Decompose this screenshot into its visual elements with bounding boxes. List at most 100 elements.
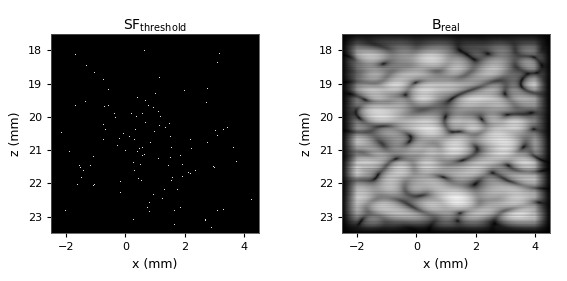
Y-axis label: z (mm): z (mm): [301, 111, 313, 156]
Point: [210, 127, 219, 132]
Point: [73, 182, 82, 186]
Point: [202, 140, 211, 145]
Point: [166, 134, 175, 139]
Point: [126, 111, 136, 115]
Point: [153, 109, 162, 113]
Point: [155, 123, 164, 128]
Point: [202, 86, 211, 90]
Point: [184, 170, 193, 174]
Point: [56, 130, 65, 134]
Point: [164, 121, 173, 126]
Point: [130, 137, 139, 141]
Point: [89, 70, 98, 74]
Point: [60, 208, 69, 212]
Point: [116, 179, 125, 183]
Point: [167, 145, 176, 149]
Point: [88, 183, 98, 187]
Title: $\mathrm{B}_{\mathrm{real}}$: $\mathrm{B}_{\mathrm{real}}$: [431, 17, 461, 34]
Point: [65, 149, 74, 153]
Point: [139, 48, 149, 53]
Point: [119, 131, 128, 135]
Point: [89, 182, 98, 186]
Point: [79, 167, 88, 172]
Point: [136, 178, 145, 183]
Point: [143, 103, 152, 107]
Point: [71, 103, 80, 108]
Point: [213, 60, 222, 64]
Point: [129, 216, 138, 221]
Point: [213, 208, 222, 212]
Point: [228, 145, 237, 150]
Point: [120, 147, 129, 152]
Point: [130, 127, 139, 131]
Point: [206, 225, 215, 229]
Point: [110, 115, 119, 119]
Point: [100, 104, 109, 109]
Point: [143, 205, 152, 209]
Point: [187, 146, 196, 151]
Point: [149, 105, 158, 109]
Point: [170, 222, 179, 226]
Point: [200, 216, 209, 221]
Point: [231, 159, 240, 164]
Point: [186, 171, 195, 175]
Point: [145, 209, 154, 213]
Point: [165, 155, 174, 160]
Point: [173, 187, 182, 191]
Point: [145, 200, 154, 204]
Point: [75, 162, 84, 167]
Point: [201, 217, 210, 222]
Point: [157, 196, 166, 200]
Point: [133, 148, 142, 153]
Point: [124, 133, 133, 138]
Point: [146, 140, 155, 144]
Point: [133, 94, 142, 99]
Point: [134, 176, 143, 180]
Point: [159, 186, 168, 191]
Point: [138, 153, 147, 158]
Point: [214, 51, 223, 56]
Point: [137, 111, 146, 115]
Point: [160, 124, 170, 129]
Point: [176, 205, 185, 209]
Point: [210, 164, 219, 169]
Point: [128, 160, 137, 164]
Point: [202, 99, 211, 104]
Point: [138, 145, 147, 149]
Point: [77, 175, 86, 179]
Point: [104, 87, 113, 91]
Point: [81, 63, 90, 67]
Point: [170, 208, 179, 213]
X-axis label: x (mm): x (mm): [132, 258, 177, 271]
Point: [246, 197, 255, 201]
Point: [191, 168, 200, 172]
Point: [177, 173, 186, 178]
Point: [218, 127, 227, 132]
Point: [168, 175, 177, 179]
Point: [166, 178, 175, 182]
Point: [223, 125, 232, 130]
Point: [141, 119, 150, 124]
Point: [150, 90, 159, 95]
Point: [101, 127, 110, 131]
Y-axis label: z (mm): z (mm): [9, 111, 22, 156]
Point: [179, 88, 188, 93]
X-axis label: x (mm): x (mm): [424, 258, 469, 271]
Point: [76, 164, 85, 169]
Point: [213, 132, 222, 137]
Point: [132, 114, 141, 119]
Point: [177, 162, 187, 166]
Point: [113, 142, 122, 147]
Point: [135, 161, 144, 166]
Point: [154, 75, 163, 79]
Point: [81, 99, 90, 103]
Point: [70, 52, 79, 56]
Point: [149, 129, 158, 133]
Point: [176, 153, 185, 157]
Point: [98, 122, 107, 126]
Point: [116, 190, 125, 194]
Point: [103, 102, 112, 107]
Point: [139, 151, 149, 156]
Point: [154, 156, 163, 161]
Point: [208, 164, 217, 168]
